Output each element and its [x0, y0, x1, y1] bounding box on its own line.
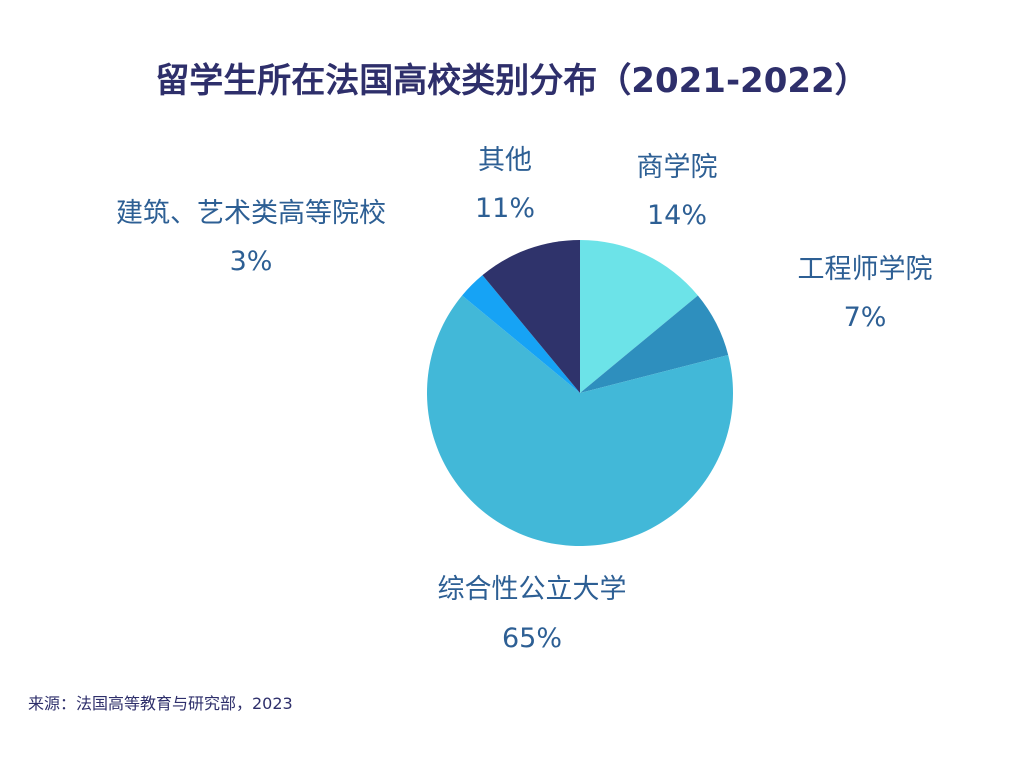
slice-value-label: 65%	[502, 623, 562, 654]
slice-label-engineering-school: 工程师学院 7%	[798, 254, 933, 333]
slice-label: 工程师学院	[798, 254, 933, 285]
slice-label: 建筑、艺术类高等院校	[116, 198, 386, 229]
slice-label-business-school: 商学院 14%	[637, 152, 718, 231]
slice-public-university	[426, 295, 734, 547]
slice-business-school	[580, 240, 698, 393]
slice-architecture-art-schools	[462, 275, 580, 393]
slice-label-architecture-art-schools: 建筑、艺术类高等院校 3%	[116, 198, 386, 277]
slice-value-label: 11%	[475, 193, 535, 224]
pie-slices	[426, 240, 734, 547]
slice-label: 商学院	[637, 152, 718, 183]
source-note: 来源：法国高等教育与研究部，2023	[28, 694, 293, 713]
chart-title: 留学生所在法国高校类别分布（2021-2022）	[155, 61, 868, 101]
slice-value-label: 7%	[844, 302, 887, 333]
slice-value-label: 14%	[647, 200, 707, 231]
slice-label-public-university: 综合性公立大学 65%	[438, 574, 627, 654]
slice-label: 综合性公立大学	[438, 574, 627, 605]
slice-label-other: 其他 11%	[475, 145, 535, 224]
slice-other	[482, 240, 580, 393]
slice-value-label: 3%	[230, 246, 273, 277]
slice-label: 其他	[478, 145, 532, 176]
slice-engineering-school	[580, 295, 729, 393]
